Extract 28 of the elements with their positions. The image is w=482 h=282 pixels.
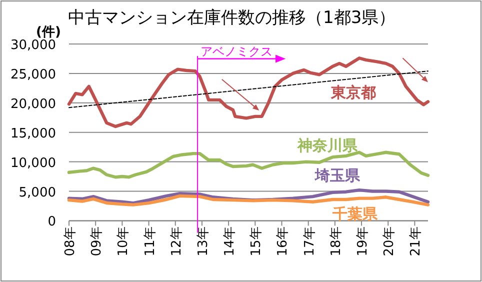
- x-tick-label: 15年: [249, 226, 264, 256]
- y-tick-label: 25,000: [10, 67, 56, 82]
- x-tick-label: 18年: [328, 226, 344, 256]
- x-tick-label: 10年: [116, 226, 132, 256]
- x-tick-label: 19年: [356, 226, 371, 256]
- series-label: 埼玉県: [314, 166, 361, 185]
- y-tick-label: 5,000: [18, 185, 56, 200]
- series-label: 千葉県: [331, 204, 378, 223]
- x-tick-label: 17年: [302, 226, 318, 256]
- x-tick-label: 21年: [408, 226, 424, 256]
- series-label: 神奈川県: [296, 136, 359, 155]
- series-label: 東京都: [330, 84, 376, 102]
- y-tick-label: 30,000: [10, 38, 56, 53]
- x-tick-label: 12年: [169, 226, 184, 256]
- x-tick-label: 20年: [382, 226, 398, 256]
- annotation: アベノミクス: [200, 44, 273, 59]
- x-tick-label: 16年: [276, 226, 291, 256]
- x-tick-label: 08年: [63, 226, 78, 256]
- x-tick-label: 09年: [90, 226, 105, 256]
- x-tick-label: 11年: [142, 226, 158, 256]
- x-tick-label: 13年: [196, 226, 211, 256]
- y-tick-label: 15,000: [10, 126, 56, 142]
- chart-title: 中古マンション在庫件数の推移（1都3県）: [68, 8, 396, 28]
- y-axis-title: (件): [36, 25, 61, 40]
- y-tick-label: 10,000: [10, 156, 56, 171]
- y-tick-label: 0: [48, 214, 56, 230]
- y-tick-label: 20,000: [10, 96, 56, 112]
- x-tick-label: 14年: [222, 226, 238, 256]
